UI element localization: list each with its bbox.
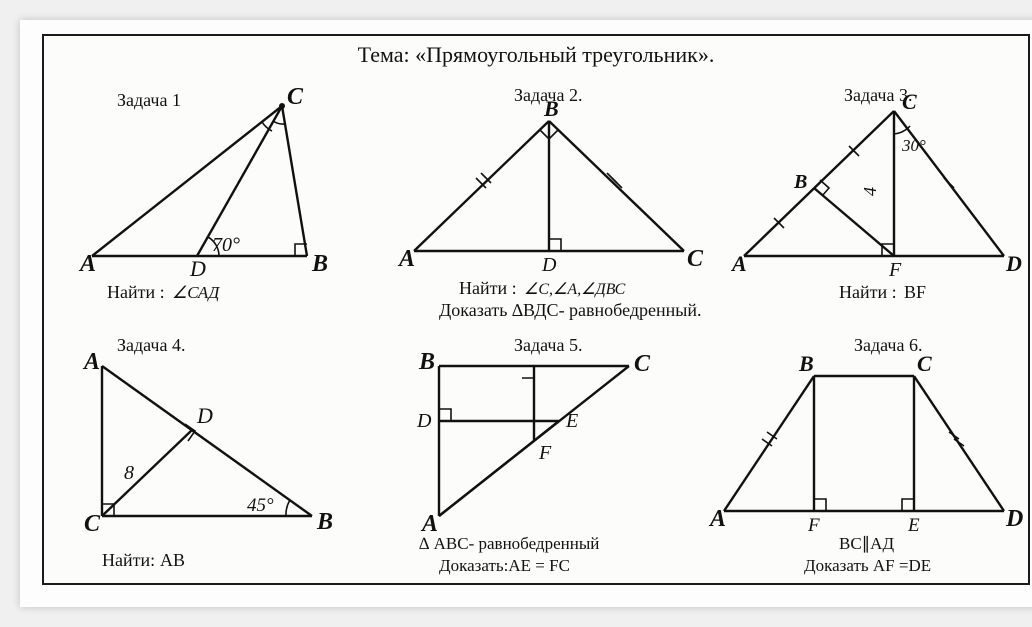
- vertex-C: C: [84, 511, 101, 537]
- vertex-F: F: [538, 442, 552, 464]
- vertex-A: A: [78, 251, 96, 277]
- vertex-D: D: [196, 403, 213, 428]
- problem-label: Задача 6.: [854, 335, 922, 355]
- vertex-C: C: [634, 351, 651, 377]
- problems-grid: Задача 1: [44, 76, 1028, 583]
- side-8: 8: [124, 462, 134, 484]
- find-label: Найти :: [459, 278, 517, 298]
- vertex-A: A: [397, 246, 415, 272]
- vertex-A: A: [708, 506, 726, 532]
- vertex-E: E: [565, 410, 578, 432]
- vertex-B: B: [311, 251, 328, 277]
- find-label: Найти:: [102, 550, 155, 570]
- prove-text: Доказать:АЕ = FC: [439, 556, 570, 575]
- vertex-D: D: [1005, 506, 1023, 532]
- vertex-C: C: [917, 351, 932, 376]
- vertex-E: E: [907, 515, 920, 536]
- vertex-A: A: [82, 349, 100, 375]
- vertex-C: C: [287, 84, 304, 110]
- problem-label: Задача 1: [117, 90, 181, 110]
- problem-6: Задача 6.: [704, 331, 1024, 581]
- vertex-C: C: [687, 246, 704, 272]
- vertex-B: B: [418, 349, 435, 375]
- find-what: ∠С,∠А,∠ДВС: [524, 281, 626, 298]
- angle-30: 30°: [901, 136, 926, 155]
- vertex-D: D: [189, 256, 206, 281]
- worksheet-page: Тема: «Прямоугольный треугольник». Задач…: [20, 20, 1032, 607]
- vertex-C: C: [902, 89, 917, 114]
- find-what: AB: [160, 550, 185, 570]
- vertex-B: B: [793, 171, 807, 193]
- vertex-B: B: [316, 509, 333, 535]
- vertex-D: D: [541, 254, 557, 276]
- vertex-D: D: [1005, 251, 1022, 276]
- given-text: ∆ АВС- равнобедренный: [419, 534, 599, 553]
- problem-5: Задача 5. A B C D: [384, 331, 704, 581]
- side-4: 4: [860, 187, 880, 196]
- find-what: BF: [904, 282, 926, 302]
- given-text: ВС∥АД: [839, 534, 894, 553]
- find-label: Найти :: [107, 282, 165, 302]
- problem-2: Задача 2. A C: [384, 76, 714, 331]
- vertex-A: A: [730, 251, 747, 276]
- problem-label: Задача 5.: [514, 335, 582, 355]
- problem-1: Задача 1: [62, 76, 372, 316]
- problem-3: Задача 3. 30°: [724, 76, 1024, 316]
- find-label: Найти :: [839, 282, 897, 302]
- vertex-B: B: [798, 351, 814, 376]
- angle-70: 70°: [212, 234, 240, 256]
- worksheet-frame: Тема: «Прямоугольный треугольник». Задач…: [42, 34, 1030, 585]
- vertex-D: D: [416, 410, 432, 432]
- problem-label: Задача 4.: [117, 335, 185, 355]
- vertex-F: F: [807, 515, 820, 536]
- prove-text: Доказать АF =DE: [804, 556, 931, 575]
- prove-text: Доказать ∆ВДС- равнобедренный.: [439, 300, 702, 320]
- vertex-F: F: [888, 259, 902, 281]
- angle-45: 45°: [247, 495, 274, 516]
- vertex-B: B: [543, 96, 559, 121]
- problem-4: Задача 4. A C B D: [62, 331, 372, 581]
- page-title: Тема: «Прямоугольный треугольник».: [44, 36, 1028, 72]
- find-what: ∠САД: [172, 283, 221, 302]
